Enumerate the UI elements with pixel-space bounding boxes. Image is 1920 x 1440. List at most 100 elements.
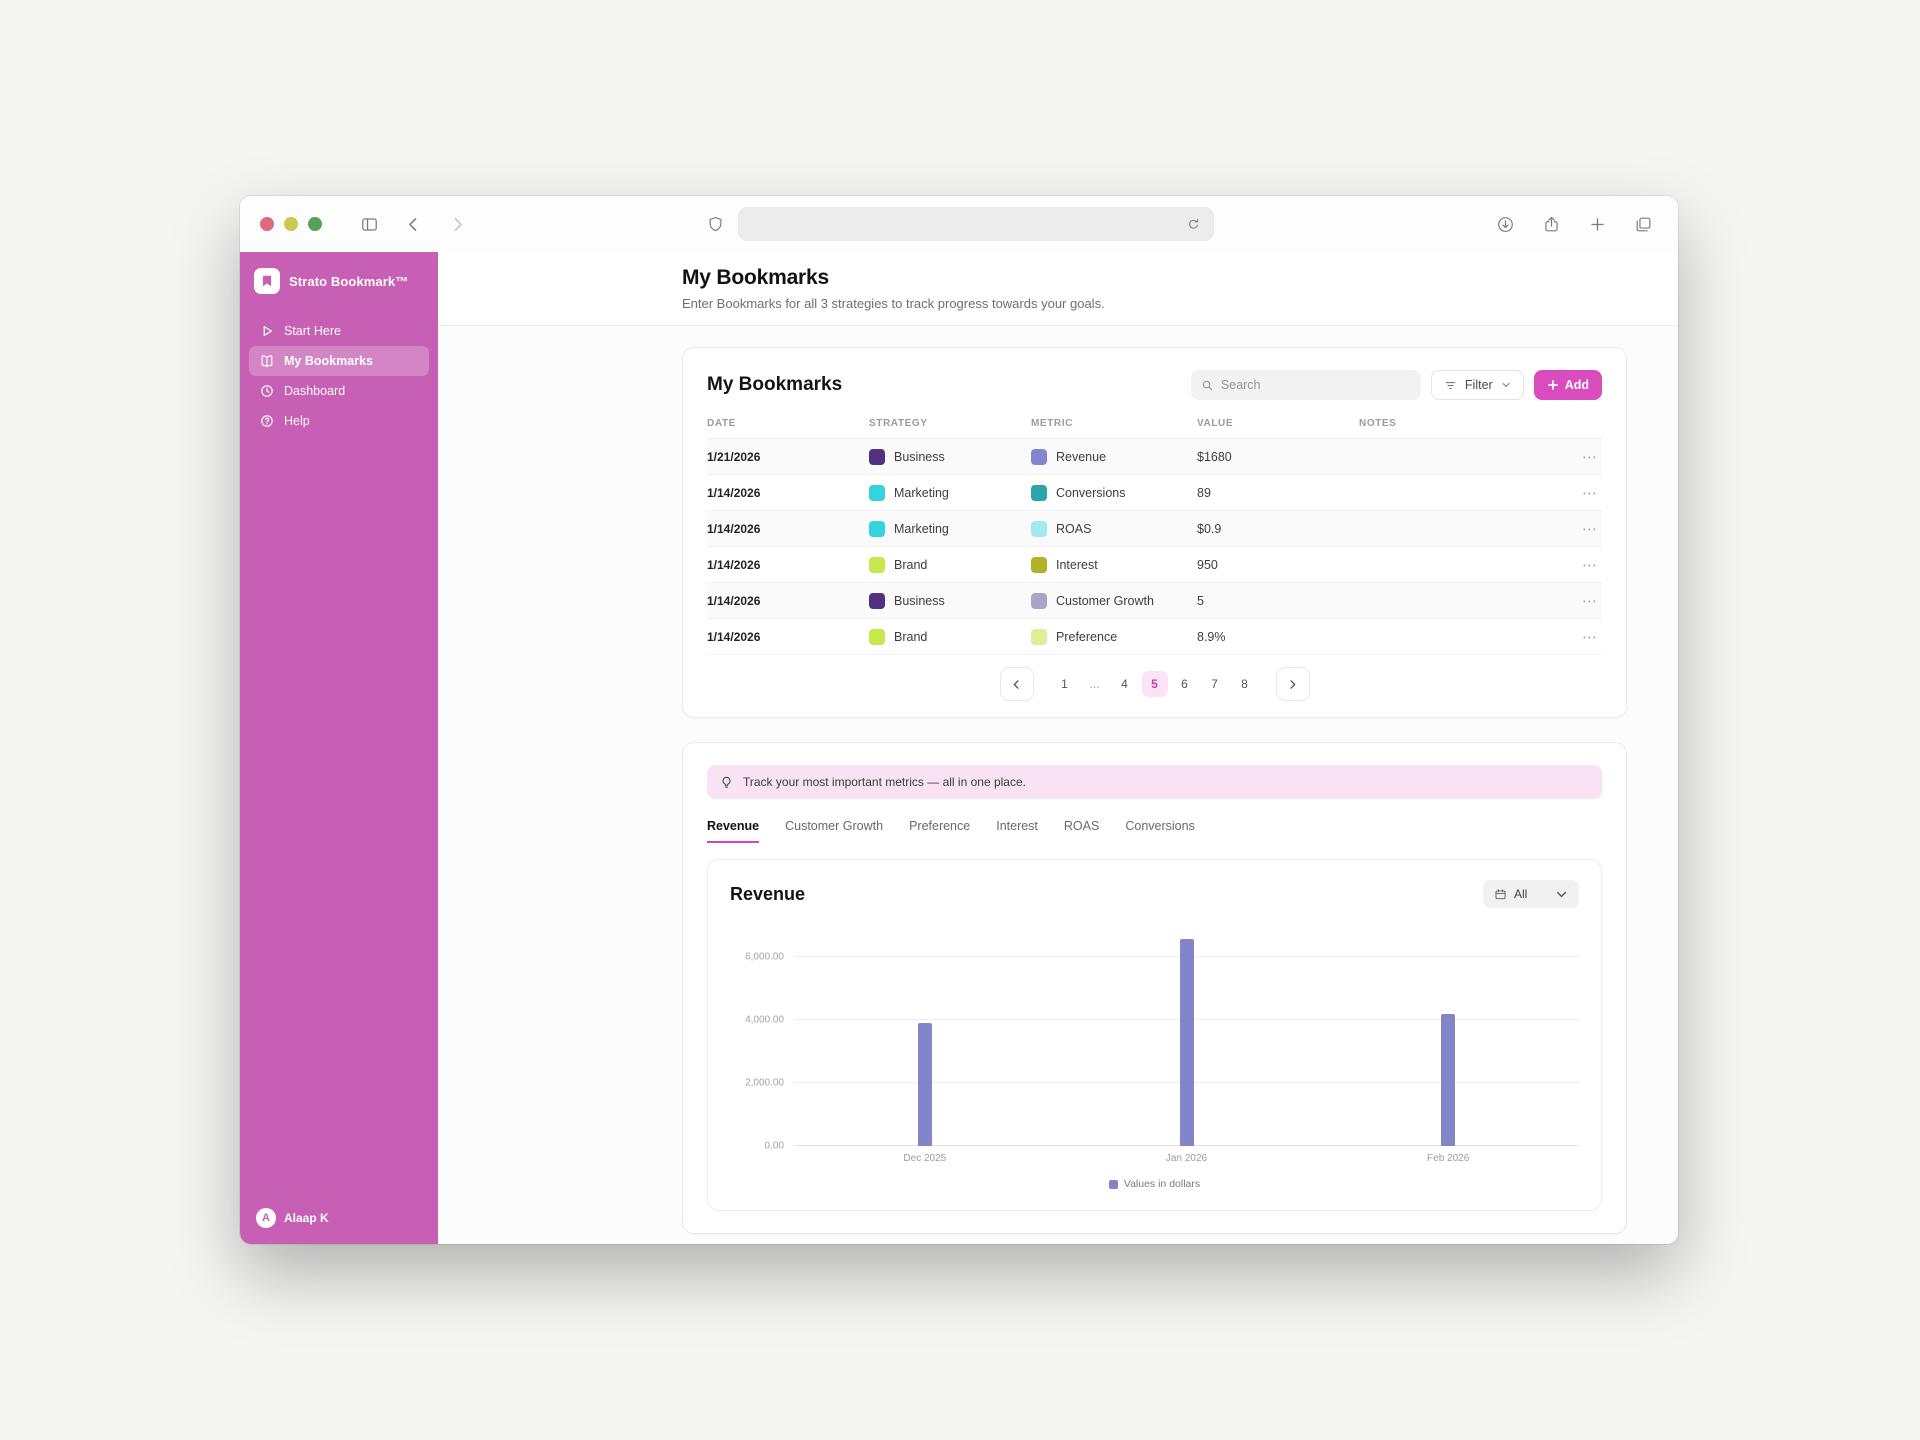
date-range-select[interactable]: All: [1483, 880, 1579, 908]
cell-notes: [1359, 474, 1562, 511]
pagination-page-5[interactable]: 5: [1141, 671, 1168, 697]
sidebar-item-label: Dashboard: [284, 384, 346, 398]
lightbulb-icon: [722, 776, 731, 788]
page-subtitle: Enter Bookmarks for all 3 strategies to …: [682, 296, 1105, 311]
cell-strategy: Business: [869, 438, 1031, 475]
pagination-next-button[interactable]: [1275, 667, 1310, 701]
chart-plot: [794, 926, 1579, 1146]
chart-card: Revenue All 0.00 2,000.00 4,000.00 6,000.00: [707, 859, 1602, 1211]
cell-date: 1/14/2026: [707, 474, 869, 511]
table-row: 1/14/2026 Marketing Conversions 89 ⋯: [707, 474, 1602, 511]
row-menu-button[interactable]: ⋯: [1562, 510, 1602, 547]
pagination-page-7[interactable]: 7: [1211, 677, 1218, 691]
calendar-icon: [1495, 888, 1506, 899]
table-row: 1/14/2026 Brand Interest 950 ⋯: [707, 546, 1602, 583]
search-input[interactable]: Search: [1190, 370, 1421, 400]
tab-conversions[interactable]: Conversions: [1125, 819, 1195, 833]
new-tab-icon[interactable]: [1586, 213, 1608, 235]
cell-notes: [1359, 438, 1562, 475]
sidebar-toggle-icon[interactable]: [358, 213, 380, 235]
bookmarks-card-header: My Bookmarks Search Filter: [707, 370, 1602, 400]
add-button[interactable]: Add: [1533, 370, 1602, 400]
row-menu-button[interactable]: ⋯: [1562, 438, 1602, 475]
tab-revenue[interactable]: Revenue: [707, 819, 760, 843]
app-logo: Strato Bookmark™: [240, 252, 438, 294]
sidebar-item-my-bookmarks[interactable]: My Bookmarks: [249, 346, 429, 376]
user-profile[interactable]: A Alaap K: [240, 1208, 438, 1244]
tab-customer-growth[interactable]: Customer Growth: [785, 819, 884, 833]
chevron-down-icon: [1502, 382, 1510, 388]
row-menu-button[interactable]: ⋯: [1562, 546, 1602, 583]
cell-strategy: Business: [869, 582, 1031, 619]
pagination-page-8[interactable]: 8: [1241, 677, 1248, 691]
row-menu-button[interactable]: ⋯: [1562, 582, 1602, 619]
sidebar-item-label: Help: [284, 414, 310, 428]
play-icon: [259, 323, 275, 339]
column-header-notes: NOTES: [1359, 418, 1562, 439]
address-bar-group: [704, 207, 1214, 241]
cell-notes: [1359, 546, 1562, 583]
cell-metric: Interest: [1031, 546, 1197, 583]
legend-label: Values in dollars: [1123, 1178, 1201, 1190]
filter-icon: [1445, 381, 1456, 389]
sidebar-item-start-here[interactable]: Start Here: [249, 316, 429, 346]
shield-icon[interactable]: [704, 213, 726, 235]
cell-strategy: Marketing: [869, 510, 1031, 547]
add-label: Add: [1564, 378, 1589, 392]
pagination-page-1[interactable]: 1: [1061, 677, 1068, 691]
pagination-prev-button[interactable]: [999, 667, 1034, 701]
back-icon[interactable]: [402, 213, 424, 235]
metrics-banner: Track your most important metrics — all …: [707, 765, 1602, 799]
cell-strategy: Brand: [869, 546, 1031, 583]
bar-jan-2026: [1179, 938, 1194, 1146]
tab-interest[interactable]: Interest: [996, 819, 1038, 833]
bar-slot: [1317, 926, 1579, 1146]
table-row: 1/21/2026 Business Revenue $1680 ⋯: [707, 438, 1602, 475]
cell-metric: Preference: [1031, 618, 1197, 655]
table-header-row: DATE STRATEGY METRIC VALUE NOTES: [707, 418, 1602, 439]
chart-bars: [794, 926, 1579, 1146]
table-row: 1/14/2026 Brand Preference 8.9% ⋯: [707, 618, 1602, 655]
forward-icon[interactable]: [446, 213, 468, 235]
share-icon[interactable]: [1540, 213, 1562, 235]
downloads-icon[interactable]: [1494, 213, 1516, 235]
filter-button[interactable]: Filter: [1430, 370, 1524, 400]
tab-roas[interactable]: ROAS: [1063, 819, 1100, 833]
sidebar-item-help[interactable]: Help: [249, 406, 429, 436]
toolbar-nav-group: [358, 213, 468, 235]
cell-value: $0.9: [1197, 510, 1359, 547]
user-name: Alaap K: [284, 1211, 329, 1225]
pagination-ellipsis: ...: [1089, 677, 1100, 691]
strategy-color-swatch: [869, 448, 885, 465]
browser-window: Strato Bookmark™ Start Here My Bookmarks D…: [240, 196, 1678, 1244]
pagination-page-6[interactable]: 6: [1181, 677, 1188, 691]
strategy-color-swatch: [869, 556, 885, 573]
zoom-window-button[interactable]: [308, 217, 322, 231]
main-content: My Bookmarks Enter Bookmarks for all 3 s…: [438, 252, 1678, 1244]
row-menu-button[interactable]: ⋯: [1562, 618, 1602, 655]
tab-preference[interactable]: Preference: [909, 819, 971, 833]
row-menu-button[interactable]: ⋯: [1562, 474, 1602, 511]
strategy-color-swatch: [869, 628, 885, 645]
sidebar-item-dashboard[interactable]: Dashboard: [249, 376, 429, 406]
clock-icon: [259, 383, 275, 399]
metric-color-swatch: [1031, 556, 1047, 573]
chart-y-axis: 0.00 2,000.00 4,000.00 6,000.00: [730, 926, 794, 1152]
cell-notes: [1359, 582, 1562, 619]
metrics-banner-text: Track your most important metrics — all …: [743, 775, 1026, 789]
close-window-button[interactable]: [260, 217, 274, 231]
metric-color-swatch: [1031, 484, 1047, 501]
minimize-window-button[interactable]: [284, 217, 298, 231]
tab-overview-icon[interactable]: [1632, 213, 1654, 235]
sidebar-item-label: Start Here: [284, 324, 341, 338]
traffic-lights: [240, 217, 322, 231]
pagination-page-4[interactable]: 4: [1121, 677, 1128, 691]
bookmarks-table: DATE STRATEGY METRIC VALUE NOTES 1/21/2026 Bu…: [707, 418, 1602, 655]
column-header-metric: METRIC: [1031, 418, 1197, 439]
cell-metric: ROAS: [1031, 510, 1197, 547]
reload-icon[interactable]: [1182, 213, 1204, 235]
address-bar[interactable]: [738, 207, 1214, 241]
metric-tabs: Revenue Customer Growth Preference Interest…: [707, 819, 1602, 843]
strategy-color-swatch: [869, 592, 885, 609]
filter-label: Filter: [1464, 378, 1493, 392]
